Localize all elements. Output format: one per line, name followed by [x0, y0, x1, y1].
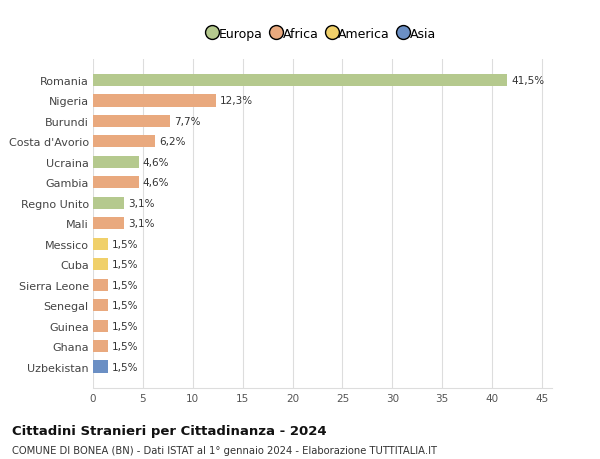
Bar	[93, 320, 108, 332]
Bar	[93, 361, 108, 373]
Bar	[93, 238, 108, 250]
Text: COMUNE DI BONEA (BN) - Dati ISTAT al 1° gennaio 2024 - Elaborazione TUTTITALIA.I: COMUNE DI BONEA (BN) - Dati ISTAT al 1° …	[12, 445, 437, 455]
Text: 1,5%: 1,5%	[112, 341, 139, 351]
Text: 1,5%: 1,5%	[112, 280, 139, 290]
Text: 1,5%: 1,5%	[112, 260, 139, 269]
Bar	[93, 95, 216, 107]
Bar	[93, 279, 108, 291]
Legend: Europa, Africa, America, Asia: Europa, Africa, America, Asia	[203, 23, 442, 46]
Text: Cittadini Stranieri per Cittadinanza - 2024: Cittadini Stranieri per Cittadinanza - 2…	[12, 425, 326, 437]
Text: 6,2%: 6,2%	[159, 137, 185, 147]
Bar	[93, 299, 108, 312]
Text: 3,1%: 3,1%	[128, 198, 154, 208]
Bar	[93, 136, 155, 148]
Bar	[93, 157, 139, 168]
Text: 1,5%: 1,5%	[112, 239, 139, 249]
Bar	[93, 258, 108, 271]
Text: 1,5%: 1,5%	[112, 362, 139, 372]
Bar	[93, 177, 139, 189]
Text: 3,1%: 3,1%	[128, 219, 154, 229]
Bar	[93, 340, 108, 353]
Text: 4,6%: 4,6%	[143, 178, 169, 188]
Text: 41,5%: 41,5%	[511, 76, 544, 86]
Text: 1,5%: 1,5%	[112, 321, 139, 331]
Bar	[93, 74, 507, 87]
Text: 7,7%: 7,7%	[174, 117, 200, 127]
Text: 1,5%: 1,5%	[112, 301, 139, 310]
Text: 12,3%: 12,3%	[220, 96, 253, 106]
Bar	[93, 218, 124, 230]
Bar	[93, 197, 124, 209]
Text: 4,6%: 4,6%	[143, 157, 169, 168]
Bar	[93, 116, 170, 128]
